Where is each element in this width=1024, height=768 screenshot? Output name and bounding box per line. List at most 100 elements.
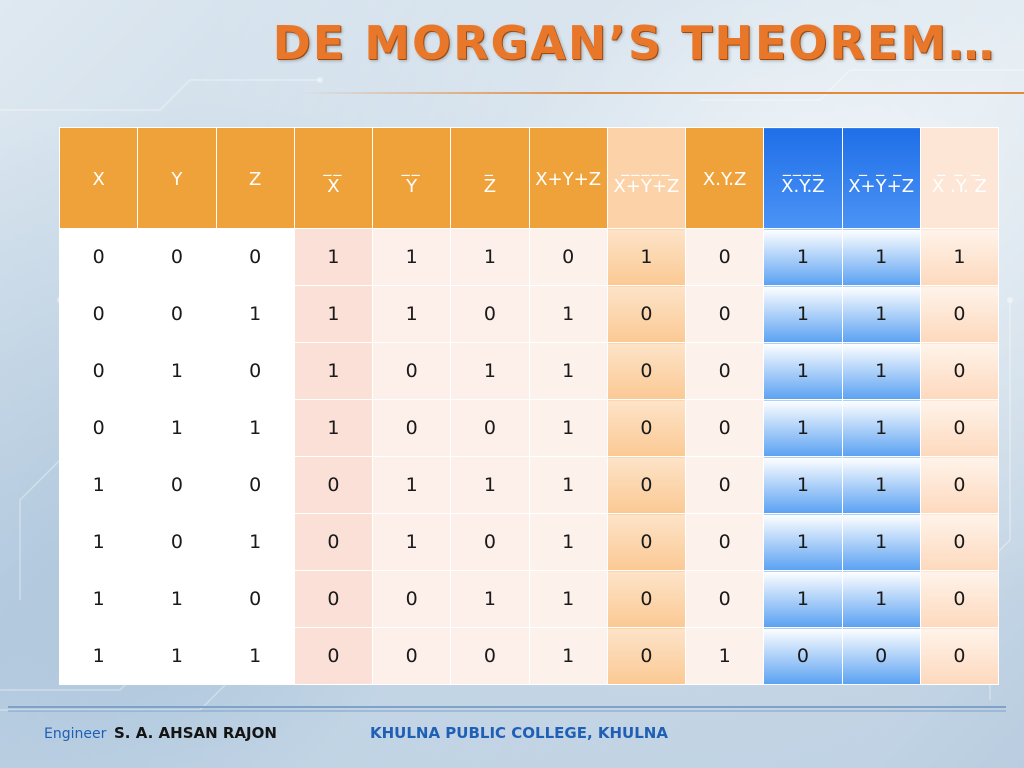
table-cell: 0: [293, 627, 374, 685]
table-cell: 1: [763, 285, 843, 343]
table-cell: 1: [215, 399, 295, 457]
header-not-x: __ X: [293, 127, 374, 229]
table-cell: 0: [919, 570, 1000, 628]
table-cell: 0: [371, 570, 452, 628]
table-cell: 1: [293, 342, 374, 400]
header-z: Z: [215, 127, 295, 229]
table-cell: 1: [763, 228, 843, 286]
table-cell: 1: [137, 627, 217, 685]
table-cell: 0: [137, 513, 217, 571]
table-cell: 1: [841, 342, 921, 400]
table-cell: 0: [919, 285, 1000, 343]
footer-line-bottom: [8, 710, 1006, 712]
table-cell: 0: [293, 456, 374, 514]
table-cell: 0: [606, 513, 687, 571]
header-nand: ____ X.Y.Z: [763, 127, 843, 229]
table-cell: 0: [919, 342, 1000, 400]
table-cell: 1: [58, 570, 139, 628]
table-cell: 0: [450, 285, 530, 343]
table-cell: 1: [528, 399, 608, 457]
table-cell: 1: [58, 627, 139, 685]
table-cell: 0: [450, 399, 530, 457]
table-cell: 1: [528, 285, 608, 343]
table-cell: 1: [215, 513, 295, 571]
footer-line-top: [8, 706, 1006, 708]
table-cell: 1: [371, 456, 452, 514]
table-cell: 0: [684, 513, 765, 571]
table-cell: 1: [450, 228, 530, 286]
table-cell: 0: [684, 228, 765, 286]
title-underline: [300, 92, 1024, 94]
header-or-of-complements: _ _ _ X+Y+Z: [841, 127, 921, 229]
table-cell: 0: [450, 513, 530, 571]
table-cell: 0: [58, 285, 139, 343]
table-cell: 1: [841, 285, 921, 343]
table-cell: 1: [528, 513, 608, 571]
engineer-prefix: Engineer: [44, 726, 107, 742]
table-cell: 0: [137, 228, 217, 286]
table-cell: 0: [58, 342, 139, 400]
table-cell: 1: [684, 627, 765, 685]
table-cell: 0: [371, 627, 452, 685]
table-cell: 0: [215, 228, 295, 286]
table-cell: 0: [919, 627, 1000, 685]
table-cell: 0: [684, 456, 765, 514]
table-cell: 0: [606, 627, 687, 685]
slide-title: DE MORGAN’S THEOREM…: [272, 16, 996, 70]
table-cell: 1: [528, 570, 608, 628]
table-cell: 1: [371, 228, 452, 286]
table-cell: 0: [371, 399, 452, 457]
table-cell: 1: [137, 342, 217, 400]
table-cell: 1: [606, 228, 687, 286]
table-cell: 0: [606, 399, 687, 457]
header-row: X Y Z __ X __ Y _ Z X+Y+Z _____ X+Y+Z X.Y.Z …: [58, 127, 1000, 229]
table-cell: 1: [371, 285, 452, 343]
table-cell: 1: [371, 513, 452, 571]
table-cell: 0: [528, 228, 608, 286]
table-cell: 1: [450, 456, 530, 514]
table-cell: 0: [841, 627, 921, 685]
table-cell: 1: [450, 342, 530, 400]
table-cell: 1: [528, 627, 608, 685]
table-cell: 1: [841, 228, 921, 286]
table-cell: 0: [606, 342, 687, 400]
table-cell: 0: [137, 285, 217, 343]
table-cell: 1: [763, 456, 843, 514]
table-cell: 1: [763, 570, 843, 628]
table-cell: 1: [293, 399, 374, 457]
header-not-y: __ Y: [371, 127, 452, 229]
table-cell: 0: [215, 570, 295, 628]
table-cell: 1: [293, 285, 374, 343]
table-cell: 0: [763, 627, 843, 685]
college-name: KHULNA PUBLIC COLLEGE, KHULNA: [370, 724, 668, 742]
table-cell: 1: [137, 570, 217, 628]
table-cell: 0: [606, 570, 687, 628]
table-cell: 0: [215, 342, 295, 400]
table-cell: 0: [58, 228, 139, 286]
table-cell: 0: [684, 399, 765, 457]
header-and-of-complements: _ _ _ X .Y. Z: [919, 127, 1000, 229]
table-cell: 1: [528, 456, 608, 514]
table-cell: 0: [371, 342, 452, 400]
table-cell: 0: [919, 399, 1000, 457]
table-cell: 1: [841, 570, 921, 628]
header-or: X+Y+Z: [528, 127, 608, 229]
table-cell: 1: [841, 399, 921, 457]
table-cell: 0: [58, 399, 139, 457]
table-cell: 1: [293, 228, 374, 286]
table-cell: 1: [58, 456, 139, 514]
table-cell: 1: [528, 342, 608, 400]
table-cell: 0: [293, 570, 374, 628]
table-cell: 0: [215, 456, 295, 514]
table-cell: 1: [215, 627, 295, 685]
table-cell: 1: [919, 228, 1000, 286]
header-not-z: _ Z: [450, 127, 530, 229]
